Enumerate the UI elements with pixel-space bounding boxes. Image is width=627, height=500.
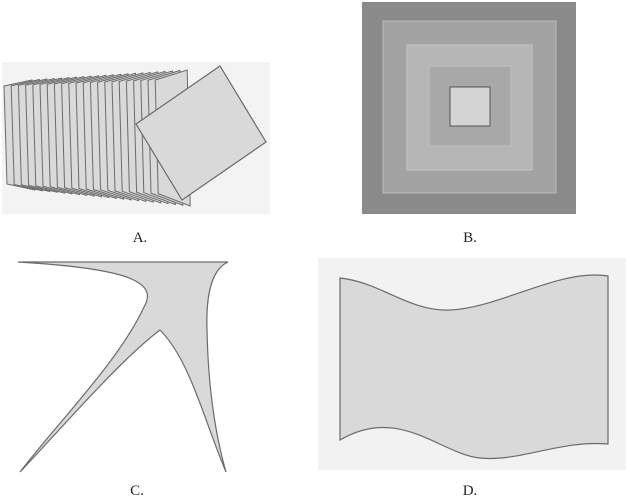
- figure-a-label: A.: [132, 230, 148, 246]
- square-inner: [449, 86, 491, 127]
- figure-a-stacked-sheets: [2, 62, 270, 214]
- figure-b-nested-squares: [362, 2, 576, 214]
- sheet-stack: [3, 65, 267, 207]
- front-sheet: [135, 65, 267, 201]
- figure-c-curved-surface: [17, 261, 229, 473]
- wavy-sheet-shape: [339, 274, 609, 460]
- figure-d-label: D.: [462, 483, 478, 499]
- figure-d-wavy-sheet: [318, 258, 626, 470]
- figure-c-label: C.: [130, 483, 144, 499]
- figure-b-label: B.: [463, 230, 477, 246]
- curved-surface-shape: [17, 261, 229, 473]
